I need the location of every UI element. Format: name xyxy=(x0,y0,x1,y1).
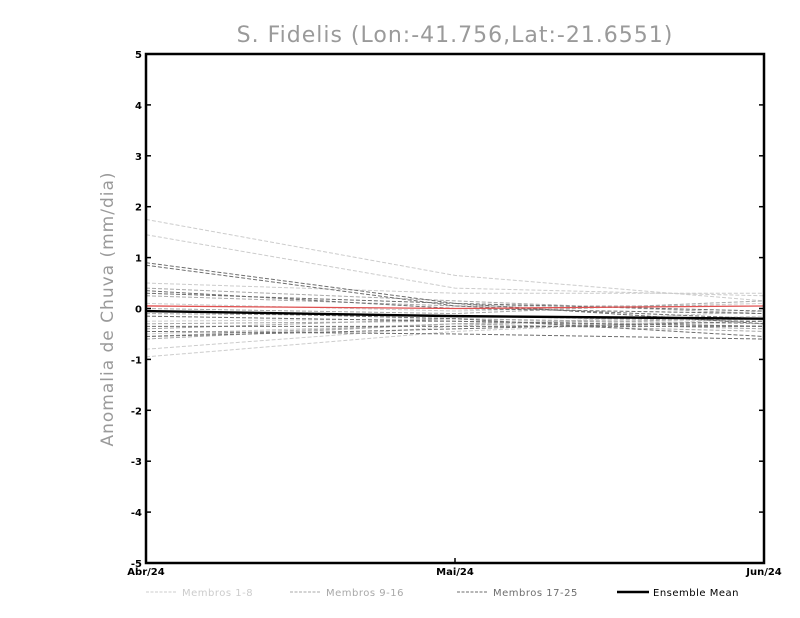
y-tick-label-7: 2 xyxy=(135,203,142,214)
y-tick-label-3: -2 xyxy=(131,406,142,417)
x-tick-label-1: Mai/24 xyxy=(436,567,474,578)
series-line-19 xyxy=(145,292,765,312)
series-line-22 xyxy=(145,330,765,340)
x-tick-label-0: Abr/24 xyxy=(127,567,164,578)
series-layer xyxy=(145,218,765,358)
legend-label-2: Membros 17-25 xyxy=(493,588,578,599)
legend-label-3: Ensemble Mean xyxy=(653,588,739,599)
y-tick-label-5: 0 xyxy=(135,305,142,316)
chart-title: S. Fidelis (Lon:-41.756,Lat:-21.6551) xyxy=(237,23,674,48)
series-line-17 xyxy=(145,264,765,320)
series-line-23 xyxy=(145,320,765,337)
legend: Membros 1-8 Membros 9-16 Membros 17-25 Ense… xyxy=(146,588,739,599)
mean-layer xyxy=(145,309,765,320)
y-tick-label-8: 3 xyxy=(135,152,142,163)
series-line-4 xyxy=(145,282,764,294)
series-line-6 xyxy=(145,302,765,312)
y-tick-label-6: 1 xyxy=(135,254,142,265)
series-line-13 xyxy=(145,300,765,315)
x-tick-label-2: Jun/24 xyxy=(745,567,782,578)
series-line-0 xyxy=(145,218,765,302)
y-axis-label: Anomalia de Chuva (mm/dia) xyxy=(98,171,118,446)
series-line-8 xyxy=(145,287,765,315)
y-tick-label-0: -5 xyxy=(131,559,142,570)
ensemble-mean-line xyxy=(145,309,765,320)
legend-label-1: Membros 9-16 xyxy=(326,588,404,599)
legend-label-0: Membros 1-8 xyxy=(182,588,253,599)
series-line-1 xyxy=(145,234,765,297)
series-line-25 xyxy=(145,305,765,310)
series-line-2 xyxy=(145,318,765,358)
y-tick-label-10: 5 xyxy=(135,50,142,61)
y-tick-label-1: -4 xyxy=(131,508,142,519)
series-line-24 xyxy=(145,315,765,327)
axis-layer: -5 -4 -3 -2 -1 0 1 2 3 4 5 Abr/24 Mai/24 Jun/24 xyxy=(127,50,782,578)
y-tick-label-9: 4 xyxy=(135,101,142,112)
series-line-9 xyxy=(145,295,764,307)
y-tick-label-2: -3 xyxy=(131,457,142,468)
y-tick-label-4: -1 xyxy=(131,355,142,366)
